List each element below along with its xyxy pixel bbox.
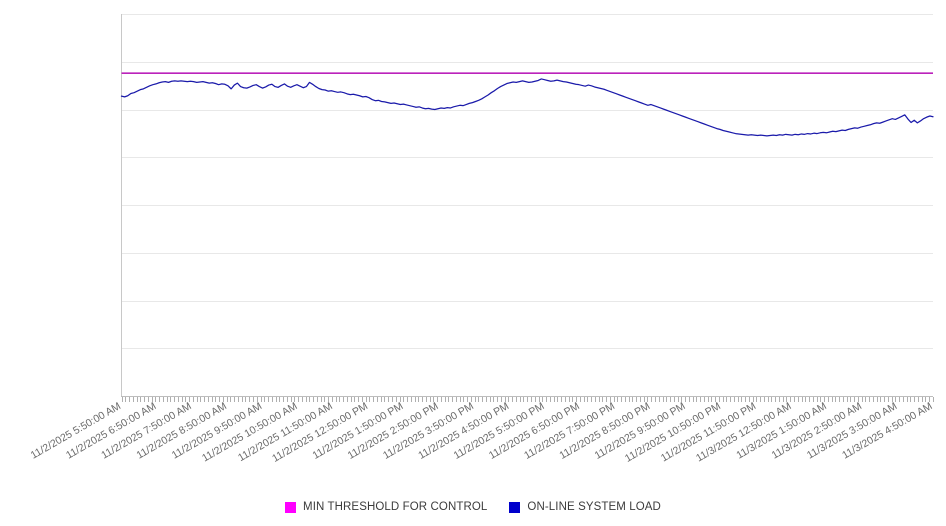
legend-label-min-threshold-for-control: MIN THRESHOLD FOR CONTROL [303, 501, 488, 513]
gridlines [121, 14, 933, 349]
legend-label-on-line-system-load: ON-LINE SYSTEM LOAD [527, 501, 661, 513]
legend-swatch-min-threshold-for-control [285, 501, 297, 513]
legend-item-min-threshold-for-control[interactable]: MIN THRESHOLD FOR CONTROL [285, 501, 487, 513]
legend-item-on-line-system-load[interactable]: ON-LINE SYSTEM LOAD [509, 501, 661, 513]
x-axis-minor-ticks [122, 397, 934, 402]
legend-swatch-on-line-system-load [509, 501, 521, 513]
chart-legend: MIN THRESHOLD FOR CONTROL ON-LINE SYSTEM… [0, 496, 946, 518]
on-line-system-load-line [120, 78, 934, 137]
